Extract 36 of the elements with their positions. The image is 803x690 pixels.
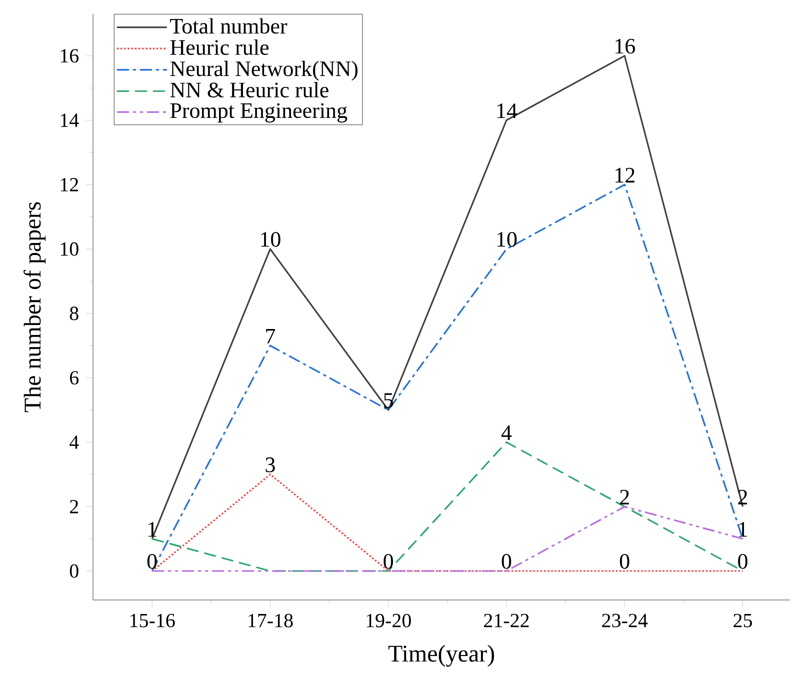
- y-tick-label: 4: [70, 436, 79, 449]
- data-label: 12: [616, 168, 634, 182]
- data-label: 0: [738, 554, 748, 569]
- x-tick-label: 17-18: [248, 614, 293, 628]
- data-label: 2: [620, 490, 629, 504]
- y-tick-label: 2: [70, 500, 78, 514]
- x-tick-label: 15-16: [130, 614, 175, 628]
- y-tick-label: 6: [70, 371, 79, 385]
- y-tick-label: 14: [60, 114, 79, 127]
- legend-label: Total number: [170, 18, 288, 34]
- data-label: 16: [616, 38, 635, 54]
- data-label: 7: [266, 329, 276, 344]
- y-tick-label: 12: [60, 178, 78, 192]
- x-axis-title: Time(year): [388, 644, 494, 667]
- x-tick-label: 19-20: [366, 614, 411, 628]
- legend-label: Neural Network(NN): [170, 60, 358, 81]
- y-axis-title: The number of papers: [24, 202, 46, 412]
- y-tick-label: 16: [60, 49, 79, 63]
- y-tick-label: 10: [60, 242, 78, 256]
- x-tick-label: 25: [734, 614, 752, 628]
- data-label: 14: [497, 104, 518, 118]
- y-tick-label: 8: [70, 306, 78, 320]
- data-label: 0: [620, 554, 630, 569]
- legend-label: Prompt Engineering: [170, 103, 348, 123]
- data-label: 3: [266, 457, 275, 472]
- data-label: 10: [261, 232, 280, 247]
- legend-label: Heuric rule: [170, 39, 269, 55]
- x-tick-label: 21-22: [484, 614, 529, 628]
- data-label: 0: [147, 554, 157, 569]
- data-label: 0: [502, 554, 512, 569]
- data-label: 10: [497, 232, 517, 247]
- data-label: 4: [501, 426, 512, 440]
- x-tick-label: 23-24: [602, 614, 648, 628]
- y-tick-label: 0: [70, 564, 78, 578]
- data-label: 0: [384, 554, 394, 569]
- legend-label: NN & Heuric rule: [170, 82, 328, 98]
